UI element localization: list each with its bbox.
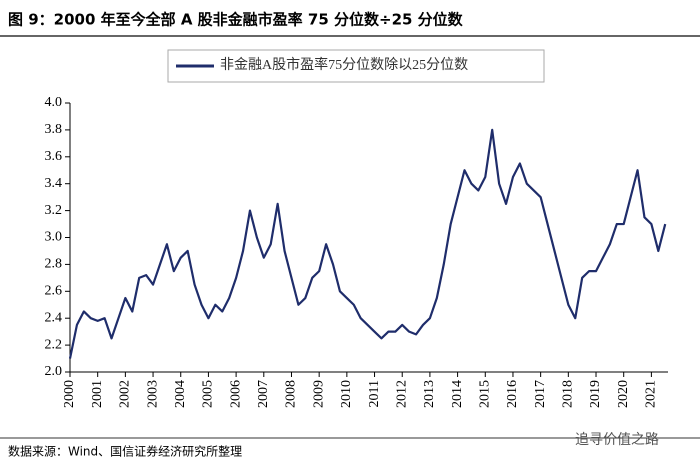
data-line	[68, 128, 667, 359]
y-tick-label: 4.0	[45, 95, 63, 110]
legend-box	[167, 49, 545, 83]
x-tick-label: 2011	[367, 380, 382, 407]
x-tick-label: 2018	[561, 380, 576, 408]
x-tick-label: 2012	[394, 380, 409, 408]
legend-label: 非金融A股市盈率75分位数除以25分位数	[220, 56, 468, 73]
x-tick-label: 2000	[62, 380, 77, 408]
x-tick-label: 2020	[616, 380, 631, 408]
x-tick-label: 2004	[173, 380, 188, 408]
y-tick-label: 2.2	[45, 337, 63, 352]
x-tick-label: 2019	[588, 380, 603, 408]
x-tick-label: 2008	[284, 380, 299, 408]
x-tick-label: 2001	[90, 380, 105, 408]
x-tick-label: 2007	[256, 380, 271, 408]
y-tick-label: 3.8	[45, 122, 63, 137]
y-tick-label: 3.6	[45, 149, 63, 164]
chart-title: 图 9：2000 年至今全部 A 股非金融市盈率 75 分位数÷25 分位数	[8, 11, 464, 29]
y-tick-label: 2.6	[45, 284, 63, 299]
x-tick-label: 2013	[422, 380, 437, 408]
x-tick-label: 2010	[339, 380, 354, 408]
x-tick-label: 2016	[505, 380, 520, 408]
watermark: 追寻价值之路	[575, 432, 659, 448]
y-tick-label: 3.0	[45, 230, 63, 245]
x-tick-label: 2002	[118, 380, 133, 408]
x-tick-label: 2015	[477, 380, 492, 408]
x-tick-label: 2005	[201, 380, 216, 408]
x-tick-label: 2017	[533, 380, 548, 408]
y-tick-label: 2.4	[45, 310, 63, 325]
x-tick-label: 2003	[145, 380, 160, 408]
x-tick-label: 2009	[311, 380, 326, 408]
y-tick-label: 3.2	[45, 203, 63, 218]
x-tick-label: 2014	[450, 380, 465, 408]
x-tick-label: 2006	[228, 380, 243, 408]
y-tick-label: 2.8	[45, 257, 63, 272]
y-tick-label: 2.0	[45, 364, 63, 379]
x-tick-label: 2021	[644, 380, 659, 408]
y-tick-label: 3.4	[45, 176, 63, 191]
source-note: 数据来源：Wind、国信证券经济研究所整理	[8, 444, 242, 459]
